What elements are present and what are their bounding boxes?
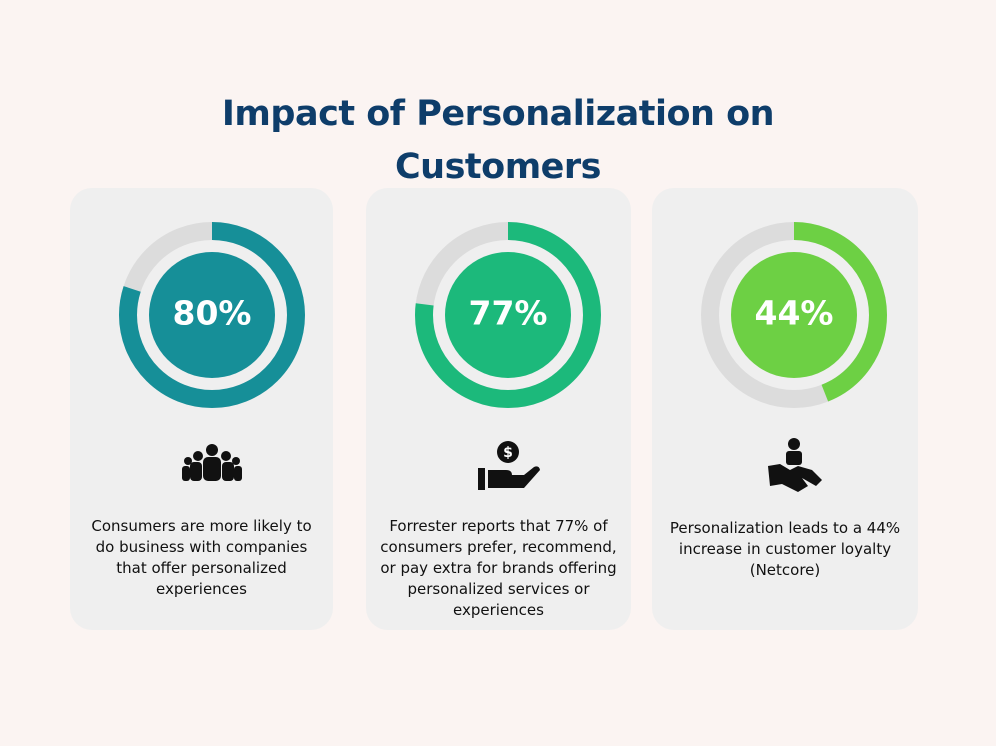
description: Personalization leads to a 44% increase … (669, 519, 901, 579)
gauge: 80% (119, 222, 305, 481)
ring-center (445, 252, 571, 378)
svg-text:$: $ (503, 445, 513, 461)
gauge: 44% (701, 222, 887, 492)
icon (182, 444, 242, 481)
percentage: 44% (755, 294, 834, 333)
title: Impact of Personalization on Customers (221, 94, 775, 187)
ring-progress (701, 222, 887, 408)
percentage: 80% (173, 294, 252, 333)
percentage: 77% (469, 294, 548, 333)
ring-progress (415, 222, 601, 408)
ring-center (731, 252, 857, 378)
ring-progress (119, 222, 305, 408)
icon: $ (478, 441, 540, 490)
icon (768, 438, 822, 492)
card: 44% Personalization leads to a 44% increa… (652, 188, 918, 630)
description: Consumers are more likely to do business… (91, 517, 312, 598)
card: 77% $ Forrester reports that 77% of consum… (366, 188, 631, 630)
gauge: 77% $ (415, 222, 601, 490)
description: Forrester reports that 77% of consumers … (380, 517, 617, 619)
card: 80% Consumers are more likely to do busin… (70, 188, 333, 630)
ring-center (149, 252, 275, 378)
